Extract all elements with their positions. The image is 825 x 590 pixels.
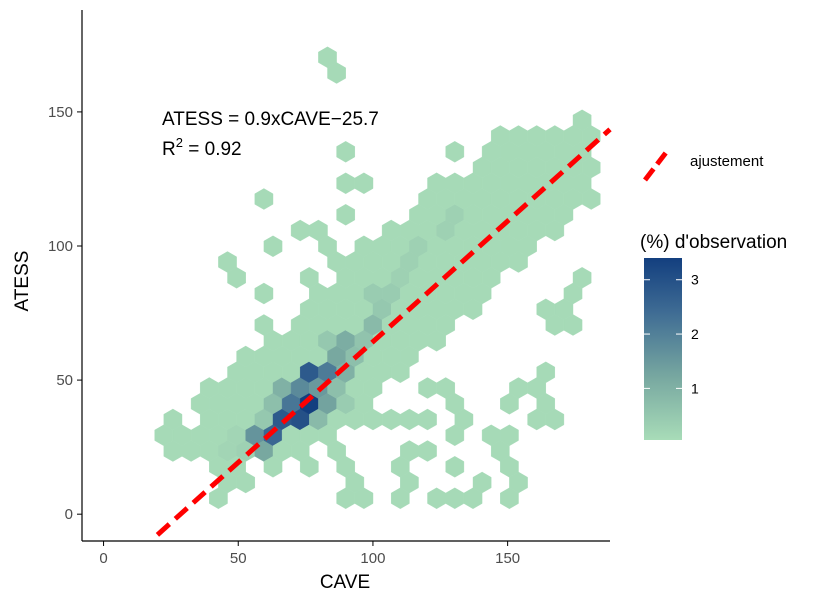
x-tick-label: 50 (230, 550, 247, 567)
hex-cell (309, 219, 328, 242)
y-tick-label: 100 (48, 238, 73, 255)
hex-cell (418, 408, 437, 431)
colorbar-tick-label: 2 (691, 326, 699, 342)
hex-layer (154, 46, 601, 510)
hex-cell (254, 188, 274, 210)
r2-text: R2 = 0.92 (162, 135, 242, 160)
y-axis-label: ATESS (12, 251, 33, 312)
y-tick-label: 50 (56, 372, 73, 389)
hex-cell (327, 62, 346, 84)
x-axis-label: CAVE (320, 572, 370, 590)
hex-cell (545, 314, 565, 336)
hex-cell (581, 188, 601, 210)
r2-value: = 0.92 (183, 139, 242, 160)
x-tick-label: 0 (99, 550, 107, 567)
hex-cell (327, 251, 346, 273)
hex-cell (300, 267, 319, 289)
hex-cell (581, 156, 601, 179)
colorbar-tick-label: 3 (691, 272, 699, 288)
r2-prefix: R (162, 139, 176, 160)
fit-line-layer (155, 127, 612, 537)
hex-cell (472, 471, 492, 494)
y-tick-label: 0 (65, 506, 73, 523)
hex-cell (336, 204, 355, 226)
hex-cell (354, 487, 374, 510)
hex-cell (254, 314, 274, 336)
hex-cell (354, 172, 374, 195)
y-axis: 0 50 100 150 (48, 10, 83, 541)
hex-cell (445, 487, 465, 510)
hex-cell (227, 267, 246, 289)
hex-cell (300, 456, 319, 478)
hex-cell (336, 172, 355, 195)
hex-cell (381, 408, 401, 431)
r2-superscript: 2 (176, 135, 183, 150)
hex-cell (400, 408, 419, 431)
equation-annotation: ATESS = 0.9xCAVE−25.7 R2 = 0.92 (162, 109, 379, 160)
hex-cell (445, 141, 465, 163)
equation-text: ATESS = 0.9xCAVE−25.7 (162, 109, 379, 130)
hex-cell (290, 219, 310, 242)
legend-line-swatch (643, 148, 670, 182)
x-tick-label: 100 (360, 550, 385, 567)
hex-cell (545, 408, 565, 431)
hex-cell (181, 440, 201, 462)
legend-colorbar (644, 258, 682, 440)
hex-cell (263, 235, 283, 258)
hex-cell (400, 471, 419, 494)
hex-cell (445, 456, 465, 478)
hex-cell (572, 109, 592, 132)
hex-cell (254, 282, 274, 305)
colorbar-tick-label: 1 (691, 380, 699, 396)
hex-cell (199, 377, 219, 399)
hex-cell (209, 487, 228, 510)
legend-color-title: (%) d'observation (640, 232, 787, 253)
x-ticks: 0 50 100 150 (99, 541, 520, 567)
legend: ajustement (%) d'observation 1 2 3 (640, 148, 787, 440)
hex-cell (327, 440, 346, 462)
fit-line (155, 127, 612, 537)
hex-cell (427, 487, 446, 510)
hex-cell (336, 141, 355, 163)
hex-cell (418, 440, 437, 462)
hex-cell (418, 377, 437, 399)
legend-colorbar-ticks: 1 2 3 (644, 272, 699, 396)
legend-line-label: ajustement (690, 153, 764, 170)
hex-cell (536, 361, 555, 384)
y-tick-label: 150 (48, 104, 73, 121)
x-axis: 0 50 100 150 (82, 540, 610, 567)
hex-cell (445, 424, 465, 447)
hex-cell (263, 456, 283, 478)
x-tick-label: 150 (495, 550, 520, 567)
hex-cell (509, 471, 528, 494)
y-ticks: 0 50 100 150 (48, 104, 82, 523)
hex-cell (500, 424, 519, 447)
